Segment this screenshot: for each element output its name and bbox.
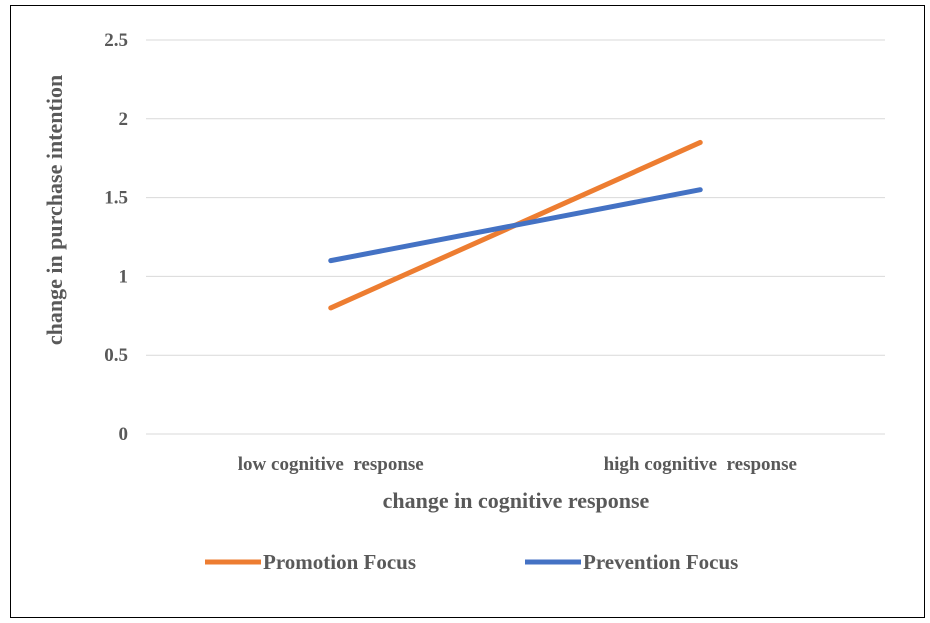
- legend-label: Prevention Focus: [583, 550, 738, 574]
- y-tick-label: 2.5: [104, 30, 128, 51]
- chart-frame: [10, 5, 925, 618]
- y-tick-label: 1: [119, 266, 129, 287]
- y-tick-label: 1.5: [104, 188, 128, 209]
- gridlines: [146, 39, 885, 435]
- y-tick-label: 0.5: [104, 345, 128, 366]
- series-line-prevention-focus: [328, 187, 703, 264]
- y-tick-label: 0: [119, 424, 129, 445]
- series-lines: [328, 139, 703, 311]
- x-tick-label: high cognitive response: [604, 454, 797, 475]
- x-tick-label: low cognitive response: [238, 454, 424, 475]
- legend: Promotion Focus Prevention Focus: [205, 550, 738, 574]
- y-axis-title: change in purchase intention: [42, 75, 67, 345]
- legend-label: Promotion Focus: [263, 550, 416, 574]
- y-tick-labels: 0 0.5 1 1.5 2 2.5: [104, 30, 128, 445]
- x-tick-labels: low cognitive response high cognitive res…: [238, 454, 797, 475]
- x-axis-title: change in cognitive response: [383, 488, 650, 513]
- y-tick-label: 2: [119, 109, 129, 130]
